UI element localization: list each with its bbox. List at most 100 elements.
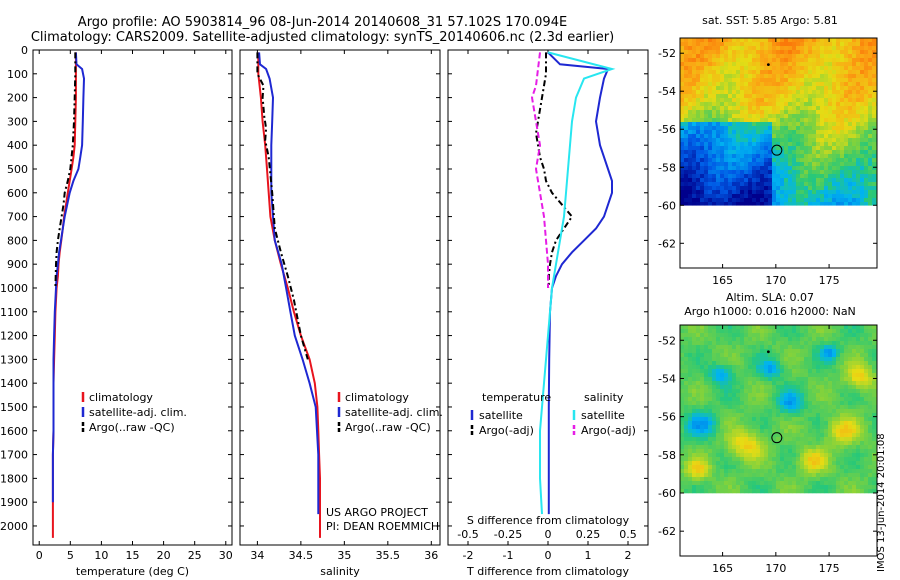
- sst-field-cell: [852, 194, 857, 199]
- sst-field-cell: [708, 62, 713, 67]
- sst-field-cell: [748, 66, 753, 71]
- sla-field-cell: [812, 413, 817, 418]
- sla-field-cell: [764, 341, 769, 346]
- sla-field-cell: [688, 401, 693, 406]
- sst-field-cell: [688, 74, 693, 79]
- sla-field-cell: [696, 349, 701, 354]
- sst-field-cell: [784, 66, 789, 71]
- sst-field-cell: [684, 162, 689, 167]
- sla-field-cell: [704, 349, 709, 354]
- sla-field-cell: [736, 369, 741, 374]
- sla-field-cell: [764, 469, 769, 474]
- sst-field-cell: [800, 170, 805, 175]
- sla-field-cell: [776, 441, 781, 446]
- sst-field-cell: [716, 38, 721, 43]
- sla-field-cell: [780, 461, 785, 466]
- sst-field-cell: [856, 58, 861, 63]
- sla-field-cell: [680, 389, 685, 394]
- sla-field-cell: [752, 413, 757, 418]
- sla-field-cell: [720, 445, 725, 450]
- sst-field-cell: [804, 118, 809, 123]
- sst-lat-tick-label: -58: [658, 161, 676, 174]
- sst-field-cell: [836, 78, 841, 83]
- sst-field-cell: [740, 198, 745, 203]
- sla-field-cell: [868, 325, 873, 330]
- sla-field-cell: [776, 369, 781, 374]
- sla-field-cell: [872, 325, 877, 330]
- sla-field-cell: [792, 377, 797, 382]
- sst-field-cell: [740, 134, 745, 139]
- sst-field-cell: [700, 114, 705, 119]
- sla-field-cell: [740, 329, 745, 334]
- sst-field-cell: [856, 150, 861, 155]
- sst-field-cell: [720, 142, 725, 147]
- sla-field-cell: [840, 397, 845, 402]
- sla-field-cell: [680, 457, 685, 462]
- sst-field-cell: [780, 118, 785, 123]
- sst-field-cell: [772, 38, 777, 43]
- sst-field-cell: [796, 90, 801, 95]
- sla-field-cell: [792, 381, 797, 386]
- sla-field-cell: [836, 449, 841, 454]
- sst-field-cell: [704, 42, 709, 47]
- sla-field-cell: [868, 421, 873, 426]
- sla-field-cell: [684, 481, 689, 486]
- sla-field-cell: [872, 377, 877, 382]
- sst-field-cell: [836, 54, 841, 59]
- sla-field-cell: [808, 481, 813, 486]
- sst-field-cell: [736, 74, 741, 79]
- sst-field-cell: [784, 94, 789, 99]
- sla-field-cell: [772, 425, 777, 430]
- sst-field-cell: [752, 138, 757, 143]
- sla-field-cell: [684, 353, 689, 358]
- sst-field-cell: [840, 62, 845, 67]
- sst-field-cell: [784, 42, 789, 47]
- sla-field-cell: [808, 405, 813, 410]
- sla-field-cell: [864, 365, 869, 370]
- sla-field-cell: [704, 461, 709, 466]
- sla-field-cell: [844, 365, 849, 370]
- sst-field-cell: [740, 150, 745, 155]
- sst-field-cell: [732, 202, 737, 206]
- sla-field-cell: [792, 465, 797, 470]
- sla-field-cell: [776, 485, 781, 490]
- sla-field-cell: [752, 485, 757, 490]
- sla-field-cell: [760, 385, 765, 390]
- sla-field-cell: [760, 449, 765, 454]
- sst-field-cell: [800, 186, 805, 191]
- sst-field-cell: [840, 70, 845, 75]
- sst-field-cell: [724, 114, 729, 119]
- sla-field-cell: [808, 345, 813, 350]
- sst-field-cell: [732, 70, 737, 75]
- sst-field-cell: [812, 110, 817, 115]
- sst-field-cell: [740, 186, 745, 191]
- sla-field-cell: [740, 449, 745, 454]
- sla-field-cell: [772, 385, 777, 390]
- sla-field-cell: [824, 481, 829, 486]
- sst-field-cell: [720, 158, 725, 163]
- sst-field-cell: [860, 174, 865, 179]
- sst-field-cell: [836, 46, 841, 51]
- sst-field-cell: [812, 70, 817, 75]
- sst-field-cell: [700, 42, 705, 47]
- sla-field-cell: [796, 389, 801, 394]
- sst-field-cell: [732, 62, 737, 67]
- sla-field-cell: [788, 465, 793, 470]
- sla-field-cell: [744, 457, 749, 462]
- sst-field-cell: [712, 38, 717, 43]
- sst-field-cell: [816, 82, 821, 87]
- legend-entry-label: Argo(..raw -QC): [345, 421, 431, 434]
- sla-field-cell: [824, 445, 829, 450]
- sst-field-cell: [680, 66, 685, 71]
- sla-field-cell: [756, 465, 761, 470]
- sla-field-cell: [764, 425, 769, 430]
- sst-field-cell: [848, 162, 853, 167]
- sla-field-cell: [744, 377, 749, 382]
- sla-field-cell: [748, 377, 753, 382]
- sla-field-cell: [768, 441, 773, 446]
- sla-field-cell: [736, 433, 741, 438]
- sst-field-cell: [700, 130, 705, 135]
- sla-field-cell: [724, 341, 729, 346]
- sla-field-cell: [680, 425, 685, 430]
- sst-field-cell: [840, 198, 845, 203]
